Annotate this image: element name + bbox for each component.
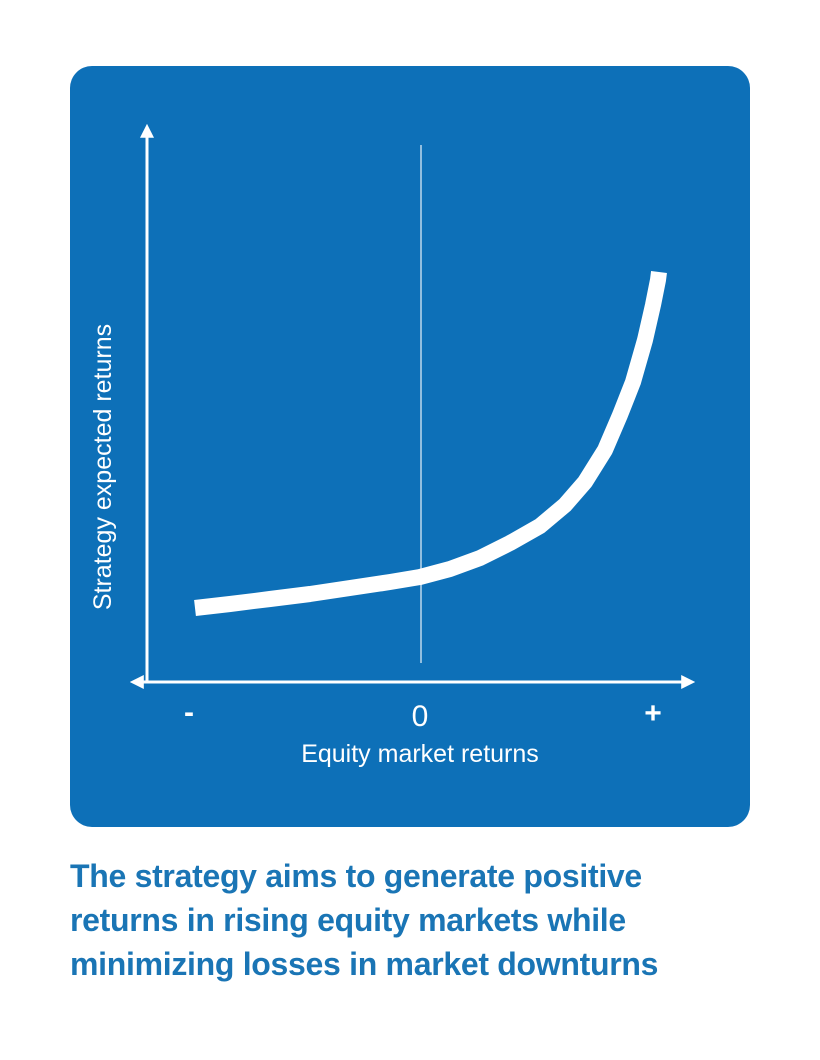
payoff-chart: - 0 + Equity market returns Strategy exp… <box>89 123 696 768</box>
caption-line-2: returns in rising equity markets while <box>70 902 626 938</box>
caption-line-1: The strategy aims to generate positive <box>70 858 642 894</box>
x-tick-zero: 0 <box>412 700 429 733</box>
y-axis-label: Strategy expected returns <box>89 324 117 610</box>
x-axis-label: Equity market returns <box>301 740 539 768</box>
chart-panel: - 0 + Equity market returns Strategy exp… <box>70 66 750 827</box>
x-tick-minus: - <box>184 696 194 729</box>
payoff-curve <box>194 271 667 616</box>
x-tick-plus: + <box>644 697 662 730</box>
caption-line-3: minimizing losses in market downturns <box>70 946 659 982</box>
caption: The strategy aims to generate positive r… <box>70 854 780 986</box>
